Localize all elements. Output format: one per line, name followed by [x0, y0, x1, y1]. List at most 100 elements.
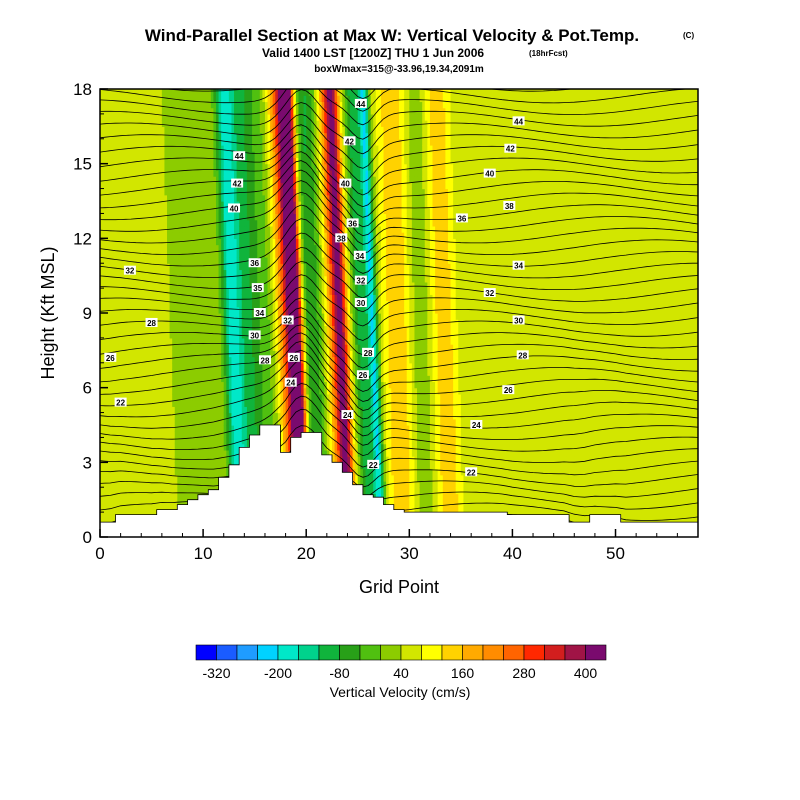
velocity-cell: [110, 269, 114, 277]
velocity-cell: [133, 294, 137, 302]
velocity-cell: [154, 493, 158, 501]
velocity-cell: [221, 89, 225, 96]
velocity-cell: [179, 269, 184, 277]
velocity-cell: [185, 425, 189, 432]
velocity-cell: [203, 275, 207, 283]
velocity-cell: [177, 449, 181, 457]
velocity-cell: [205, 375, 209, 383]
velocity-cell: [205, 325, 209, 333]
velocity-cell: [156, 138, 160, 146]
velocity-cell: [210, 95, 215, 103]
velocity-cell: [159, 176, 163, 183]
velocity-cell: [154, 257, 158, 264]
velocity-cell: [159, 443, 163, 451]
velocity-cell: [187, 350, 191, 358]
velocity-cell: [133, 163, 137, 171]
velocity-cell: [179, 120, 184, 127]
velocity-cell: [200, 257, 204, 264]
velocity-cell: [164, 288, 168, 295]
velocity-cell: [187, 337, 191, 345]
velocity-cell: [138, 132, 142, 140]
velocity-cell: [115, 431, 119, 439]
velocity-cell: [148, 213, 153, 221]
velocity-cell: [156, 300, 160, 308]
velocity-cell: [156, 437, 160, 445]
velocity-cell: [110, 151, 114, 159]
velocity-cell: [125, 138, 129, 146]
velocity-cell: [213, 269, 217, 277]
velocity-cell: [105, 443, 109, 451]
velocity-cell: [138, 474, 142, 482]
velocity-cell: [215, 418, 220, 426]
velocity-cell: [148, 406, 153, 414]
velocity-cell: [169, 468, 173, 476]
velocity-cell: [174, 176, 178, 183]
velocity-cell: [141, 163, 145, 171]
velocity-cell: [218, 201, 222, 208]
velocity-cell: [130, 306, 135, 314]
velocity-cell: [102, 281, 106, 289]
velocity-cell: [167, 406, 171, 414]
velocity-cell: [110, 182, 114, 190]
velocity-cell: [146, 449, 150, 457]
velocity-cell: [195, 362, 199, 370]
velocity-cell: [221, 456, 225, 463]
velocity-cell: [107, 89, 111, 96]
velocity-cell: [200, 350, 204, 358]
velocity-cell: [100, 213, 104, 221]
velocity-cell: [161, 381, 166, 389]
velocity-cell: [125, 163, 129, 171]
velocity-cell: [174, 182, 178, 190]
velocity-cell: [223, 201, 227, 208]
velocity-cell: [125, 437, 129, 445]
velocity-cell: [179, 375, 184, 383]
velocity-cell: [203, 176, 207, 183]
velocity-cell: [215, 375, 220, 383]
velocity-cell: [143, 163, 147, 171]
velocity-cell: [159, 95, 163, 103]
velocity-cell: [164, 120, 168, 127]
velocity-cell: [141, 145, 145, 152]
velocity-cell: [172, 151, 176, 159]
velocity-cell: [141, 188, 145, 196]
velocity-cell: [115, 263, 119, 271]
velocity-cell: [174, 381, 178, 389]
velocity-cell: [200, 356, 204, 364]
velocity-cell: [203, 132, 207, 140]
velocity-cell: [182, 188, 186, 196]
velocity-cell: [118, 219, 122, 227]
velocity-cell: [197, 406, 202, 414]
velocity-cell: [213, 449, 217, 457]
velocity-cell: [102, 257, 106, 264]
velocity-cell: [190, 381, 194, 389]
velocity-cell: [177, 151, 181, 159]
velocity-cell: [210, 107, 215, 115]
velocity-cell: [146, 157, 150, 165]
velocity-cell: [195, 288, 199, 295]
velocity-cell: [146, 400, 150, 407]
velocity-cell: [138, 344, 142, 351]
velocity-cell: [197, 120, 202, 127]
velocity-cell: [151, 294, 155, 302]
velocity-cell: [167, 232, 171, 239]
velocity-cell: [223, 456, 227, 463]
velocity-cell: [177, 331, 181, 339]
velocity-cell: [190, 356, 194, 364]
velocity-cell: [125, 425, 129, 432]
velocity-cell: [172, 101, 176, 109]
velocity-cell: [221, 244, 225, 252]
velocity-cell: [128, 132, 132, 140]
velocity-cell: [123, 375, 127, 383]
velocity-cell: [164, 331, 168, 339]
velocity-cell: [213, 387, 217, 395]
velocity-cell: [118, 481, 122, 488]
velocity-cell: [215, 250, 220, 258]
velocity-cell: [187, 344, 191, 351]
velocity-cell: [110, 325, 114, 333]
velocity-cell: [187, 163, 191, 171]
velocity-cell: [156, 194, 160, 202]
velocity-cell: [148, 468, 153, 476]
velocity-cell: [197, 250, 202, 258]
velocity-cell: [130, 89, 135, 96]
velocity-cell: [112, 275, 117, 283]
